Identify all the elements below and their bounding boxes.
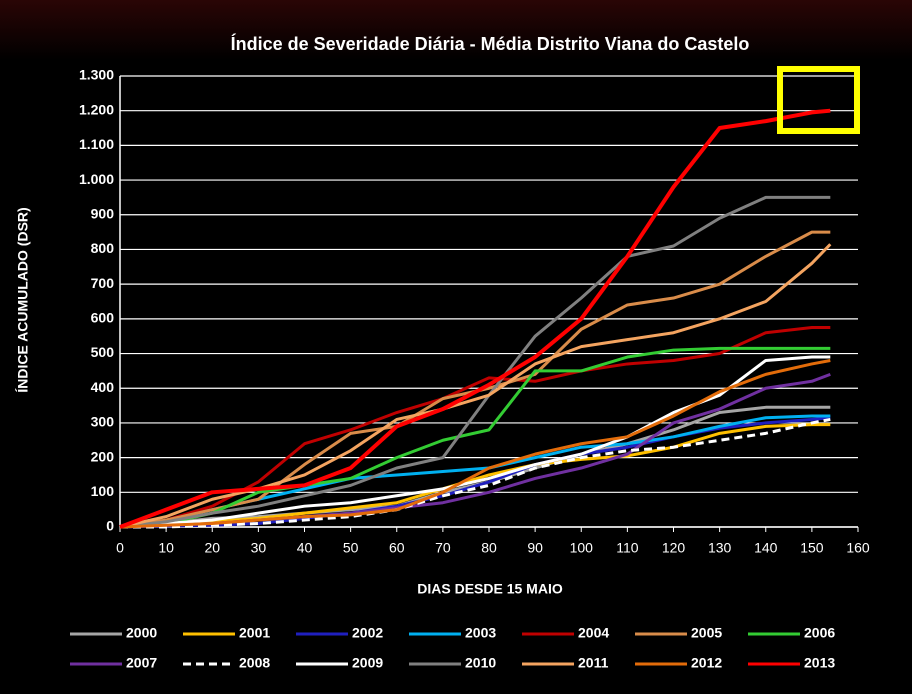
x-tick-label: 0 xyxy=(116,540,124,556)
series-line xyxy=(119,359,831,529)
y-tick-label: 1.200 xyxy=(79,101,114,117)
y-axis-title: ÍNDICE ACUMULADO (DSR) xyxy=(15,207,31,392)
x-tick-label: 150 xyxy=(800,540,824,556)
y-tick-label: 600 xyxy=(91,310,115,326)
legend-label: 2002 xyxy=(352,625,383,641)
y-tick-label: 800 xyxy=(91,240,115,256)
x-tick-label: 20 xyxy=(204,540,220,556)
y-tick-label: 300 xyxy=(91,414,115,430)
chart-title: Índice de Severidade Diária - Média Dist… xyxy=(231,33,750,54)
x-tick-label: 40 xyxy=(297,540,313,556)
legend-label: 2004 xyxy=(578,625,609,641)
legend-label: 2011 xyxy=(578,655,609,671)
y-tick-label: 1.300 xyxy=(79,67,114,83)
y-tick-label: 100 xyxy=(91,483,115,499)
legend-label: 2008 xyxy=(239,655,270,671)
y-tick-label: 1.000 xyxy=(79,171,114,187)
x-tick-label: 30 xyxy=(251,540,267,556)
x-tick-label: 130 xyxy=(708,540,732,556)
x-tick-label: 80 xyxy=(481,540,497,556)
legend-label: 2009 xyxy=(352,655,383,671)
series-line xyxy=(119,108,831,529)
legend-label: 2010 xyxy=(465,655,496,671)
x-tick-label: 10 xyxy=(158,540,174,556)
legend-label: 2012 xyxy=(691,655,722,671)
y-tick-label: 1.100 xyxy=(79,136,114,152)
x-tick-label: 100 xyxy=(570,540,594,556)
x-tick-label: 50 xyxy=(343,540,359,556)
y-tick-label: 500 xyxy=(91,344,115,360)
legend-label: 2001 xyxy=(239,625,270,641)
y-tick-label: 400 xyxy=(91,379,115,395)
y-tick-label: 0 xyxy=(106,518,114,534)
series-line xyxy=(119,372,831,529)
x-tick-label: 140 xyxy=(754,540,778,556)
legend-label: 2007 xyxy=(126,655,157,671)
legend-label: 2003 xyxy=(465,625,496,641)
x-axis-title: DIAS DESDE 15 MAIO xyxy=(417,581,563,597)
highlight-box xyxy=(777,66,860,134)
plot-area: 01002003004005006007008009001.0001.1001.… xyxy=(79,67,870,556)
series-line xyxy=(120,417,831,529)
legend-label: 2006 xyxy=(804,625,835,641)
series-line xyxy=(119,346,831,529)
series-line xyxy=(119,423,831,529)
series-line xyxy=(119,243,832,529)
x-tick-label: 70 xyxy=(435,540,451,556)
x-tick-label: 60 xyxy=(389,540,405,556)
x-tick-label: 90 xyxy=(527,540,543,556)
x-tick-label: 110 xyxy=(616,540,639,556)
y-tick-label: 200 xyxy=(91,448,115,464)
x-tick-label: 120 xyxy=(662,540,686,556)
x-tick-label: 160 xyxy=(846,540,870,556)
y-tick-label: 700 xyxy=(91,275,115,291)
series-line xyxy=(119,230,831,529)
series-line xyxy=(119,355,831,529)
y-tick-label: 900 xyxy=(91,205,115,221)
legend-label: 2000 xyxy=(126,625,157,641)
legend-label: 2005 xyxy=(691,625,722,641)
legend-label: 2013 xyxy=(804,655,835,671)
